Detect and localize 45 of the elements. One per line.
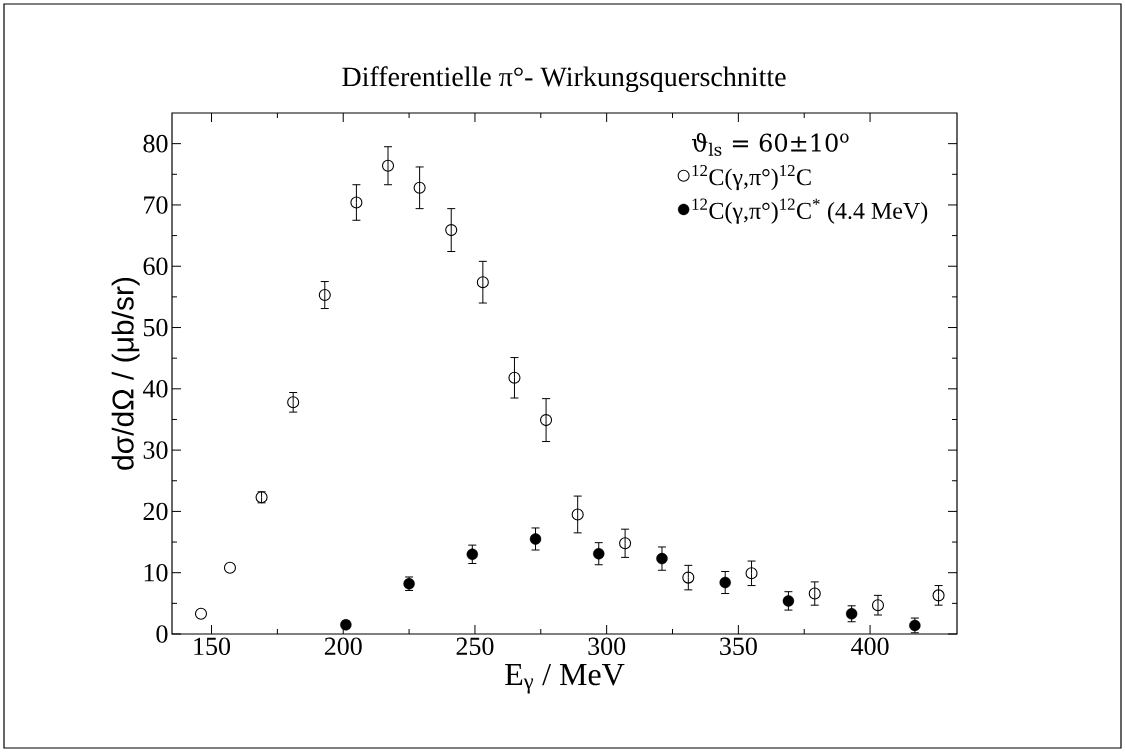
y-tick-label: 0	[156, 625, 168, 643]
x-tick-label: 350	[720, 637, 757, 656]
y-tick-label: 30	[143, 441, 168, 459]
point	[656, 552, 668, 565]
point	[932, 589, 945, 602]
chart-title: Differentielle π°- Wirkungsquerschnitte	[342, 66, 786, 93]
x-tick-label: 300	[588, 637, 626, 656]
point	[619, 537, 632, 550]
legend-label: $^{12}$C(γ,π°)$^{12}$C	[692, 164, 811, 191]
x-tick-label: 200	[324, 637, 362, 656]
y-tick-label: 70	[144, 196, 168, 214]
point	[871, 599, 885, 612]
point	[287, 396, 300, 409]
point	[194, 607, 208, 620]
x-tick-label: 150	[194, 637, 231, 656]
y-tick-label: 20	[143, 502, 168, 521]
point	[223, 561, 237, 574]
y-axis-title: dσ/dΩ / (μb/sr)	[111, 277, 140, 470]
legend-label: $^{12}$C(γ,π°)$^{12}$C$^{*}$ (4.4 MeV)	[692, 198, 928, 224]
point	[540, 414, 553, 427]
point	[318, 289, 331, 302]
y-tick-label: 40	[142, 380, 168, 398]
x-axis-title: E$_{γ}$ / MeV	[505, 663, 625, 694]
point	[466, 548, 479, 561]
y-tick-label: 10	[144, 563, 168, 582]
point	[682, 571, 695, 584]
point	[782, 595, 795, 607]
point	[529, 533, 542, 545]
point	[476, 276, 489, 289]
point	[445, 224, 458, 237]
point	[350, 196, 363, 209]
x-tick-label: 250	[456, 637, 494, 656]
y-tick-label: 80	[143, 134, 168, 153]
x-tick-label: 400	[851, 637, 889, 656]
y-tick-label: 50	[143, 318, 168, 337]
point	[413, 181, 426, 194]
point	[808, 587, 821, 600]
point	[381, 159, 395, 172]
point	[719, 576, 731, 589]
point	[571, 508, 584, 521]
point	[593, 548, 605, 560]
legend-title: ϑ$_{ls}$ = 60±10$^{o}$	[691, 132, 849, 156]
point	[745, 567, 758, 580]
point	[508, 371, 521, 384]
y-tick-label: 60	[143, 257, 168, 276]
